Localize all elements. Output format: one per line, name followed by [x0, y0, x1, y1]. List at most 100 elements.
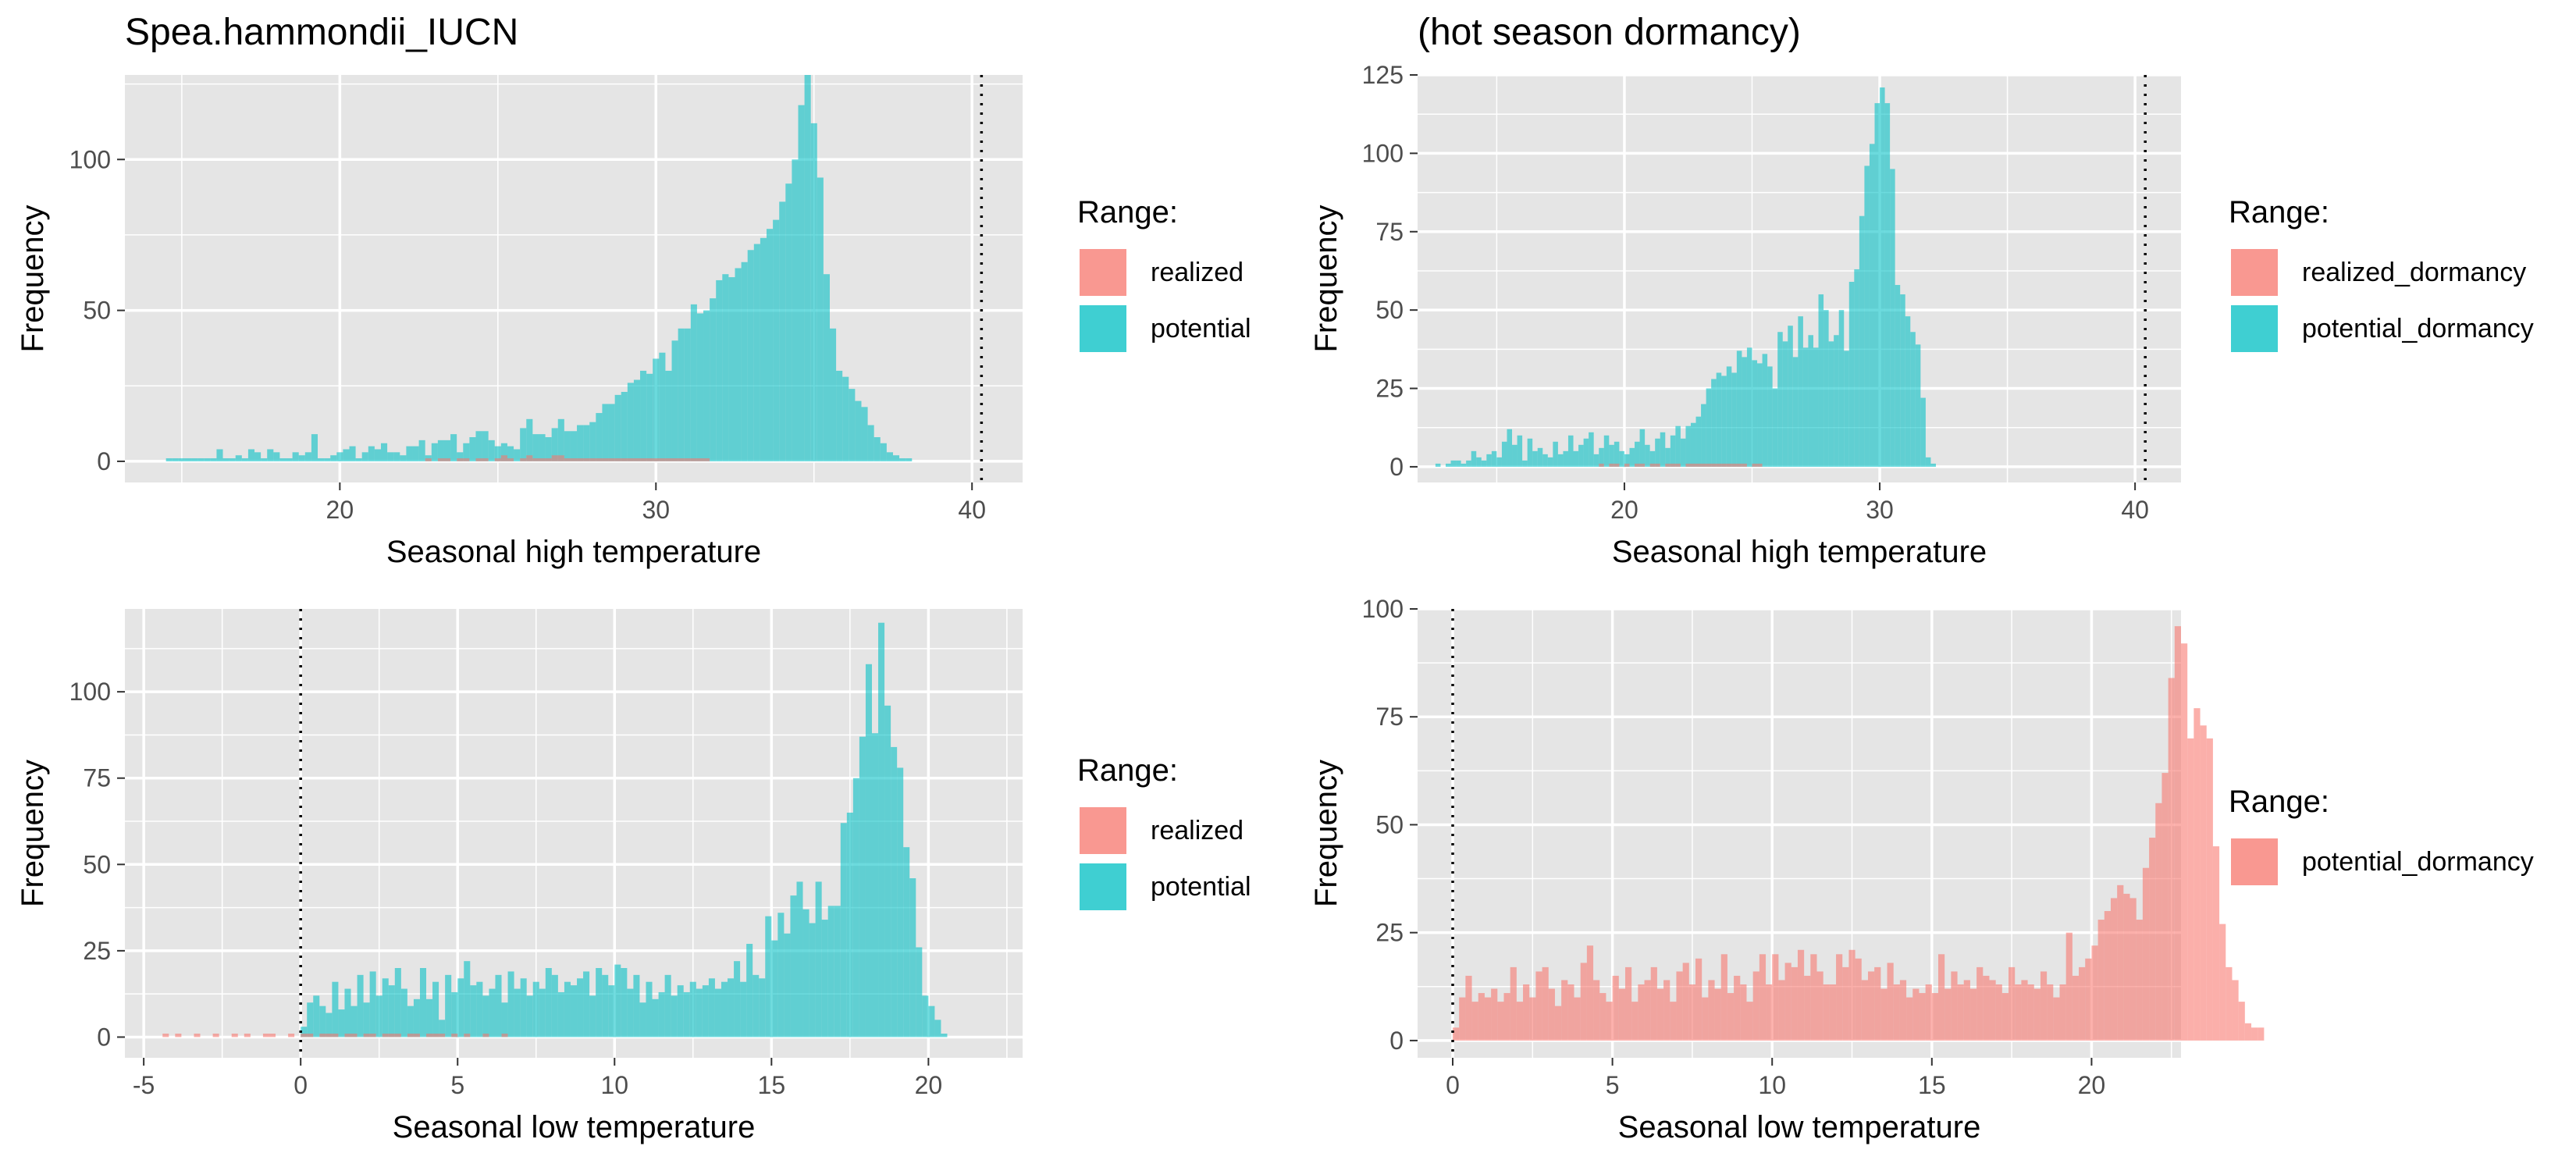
- histogram-bar: [1721, 463, 1727, 467]
- histogram-bar: [1887, 963, 1894, 1041]
- histogram-bar: [1580, 963, 1587, 1041]
- histogram-bar: [451, 991, 458, 1038]
- histogram-bar: [1606, 1002, 1613, 1041]
- histogram-bar: [450, 434, 457, 461]
- legend-key-potential-dormancy: [2229, 836, 2280, 888]
- histogram-bar: [1557, 454, 1564, 467]
- histogram-bar: [1867, 971, 1875, 1041]
- histogram-bar: [426, 998, 433, 1038]
- histogram-bar: [690, 304, 697, 461]
- histogram-bar: [1804, 975, 1811, 1041]
- histogram-bar: [476, 981, 483, 1038]
- histogram-bar: [2194, 708, 2201, 1041]
- histogram-bar: [777, 913, 785, 1038]
- histogram-bar: [1740, 984, 1747, 1041]
- histogram-bar: [349, 446, 356, 461]
- histogram-bar: [2008, 966, 2016, 1041]
- histogram-bar: [482, 1034, 489, 1038]
- histogram-bar: [1802, 347, 1809, 467]
- histogram-bar: [332, 981, 339, 1038]
- histogram-bar: [602, 458, 609, 461]
- histogram-bar: [880, 443, 887, 461]
- histogram-bar: [621, 458, 628, 461]
- histogram-bar: [1777, 332, 1783, 467]
- histogram-bar: [437, 458, 444, 461]
- histogram-bar: [684, 328, 691, 461]
- histogram-bar: [596, 458, 603, 461]
- histogram-bar: [2072, 975, 2080, 1041]
- y-tick-label: 0: [97, 447, 111, 475]
- histogram-bar: [1736, 351, 1742, 467]
- histogram-bar: [1695, 463, 1702, 467]
- legend-title: Range:: [1077, 753, 1178, 788]
- legend-label: potential: [1151, 313, 1251, 343]
- histogram-bar: [1752, 971, 1759, 1041]
- histogram-bar: [2117, 884, 2124, 1041]
- histogram-bar: [488, 440, 495, 461]
- histogram-bar: [696, 313, 704, 461]
- histogram-bar: [1757, 463, 1763, 467]
- histogram-bar: [307, 1002, 314, 1038]
- x-axis-label: Seasonal low temperature: [393, 1110, 756, 1144]
- histogram-bar: [432, 981, 439, 1038]
- histogram-bar: [1639, 463, 1646, 467]
- histogram-bar: [740, 981, 747, 1038]
- histogram-bar: [1593, 980, 1600, 1041]
- histogram-bar: [1593, 454, 1599, 467]
- histogram-bar: [311, 434, 318, 461]
- legend-label: potential_dormancy: [2302, 846, 2534, 877]
- x-tick-label: 15: [1918, 1071, 1946, 1099]
- histogram-bar: [1589, 432, 1594, 467]
- histogram-bar: [1736, 463, 1742, 467]
- y-tick-label: 0: [97, 1023, 111, 1051]
- histogram-bar: [175, 1034, 182, 1038]
- histogram-bar: [1655, 438, 1660, 467]
- legend-item-potential: potential: [1077, 859, 1251, 915]
- histogram-bar: [608, 458, 615, 461]
- histogram-bar: [1808, 335, 1813, 467]
- histogram-bar: [1915, 344, 1921, 467]
- histogram-bar: [361, 452, 368, 461]
- histogram-bar: [2001, 993, 2009, 1041]
- histogram-bar: [2181, 643, 2188, 1041]
- histogram-bar: [753, 974, 760, 1038]
- histogram-bar: [457, 978, 464, 1038]
- histogram-bar: [646, 458, 653, 461]
- y-tick-label: 25: [83, 937, 111, 965]
- histogram-bar: [1838, 310, 1845, 467]
- histogram-bar: [1906, 997, 1913, 1041]
- histogram-bar: [2047, 984, 2054, 1041]
- histogram-bar: [1983, 975, 1990, 1041]
- histogram-bar: [1435, 463, 1441, 467]
- histogram-bar: [771, 940, 778, 1038]
- histogram-bar: [344, 1034, 351, 1038]
- histogram-bar: [330, 455, 337, 461]
- histogram-bar: [413, 1034, 420, 1038]
- histogram-bar: [172, 458, 179, 461]
- histogram-bar: [231, 1034, 238, 1038]
- histogram-bar: [464, 1034, 471, 1038]
- histogram-bar: [2015, 984, 2022, 1041]
- histogram-bar: [627, 458, 634, 461]
- histogram-bar: [1553, 441, 1558, 467]
- legend-label: potential: [1151, 871, 1251, 902]
- histogram-bar: [809, 923, 816, 1038]
- histogram-bar: [1614, 463, 1620, 467]
- histogram-bar: [861, 407, 868, 461]
- histogram-bar: [350, 1005, 358, 1038]
- histogram-bar: [2065, 932, 2073, 1041]
- histogram-bar: [1810, 954, 1817, 1041]
- histogram-bar: [1507, 429, 1513, 467]
- histogram-bar: [928, 1005, 935, 1038]
- histogram-bar: [2129, 898, 2137, 1041]
- histogram-bar: [1445, 463, 1451, 467]
- legend-top-left: Range: realized potential: [1077, 195, 1251, 357]
- histogram-bar: [319, 1034, 326, 1038]
- histogram-bar: [2059, 984, 2066, 1041]
- histogram-bar: [671, 340, 678, 461]
- panel-top-left: 20 30 40 0 50 100 Seasonal high temperature Fre…: [16, 75, 1023, 569]
- histogram-bar: [1614, 441, 1620, 467]
- histogram-bar: [382, 1034, 389, 1038]
- histogram-bar: [639, 1002, 646, 1038]
- histogram-bar: [463, 443, 470, 461]
